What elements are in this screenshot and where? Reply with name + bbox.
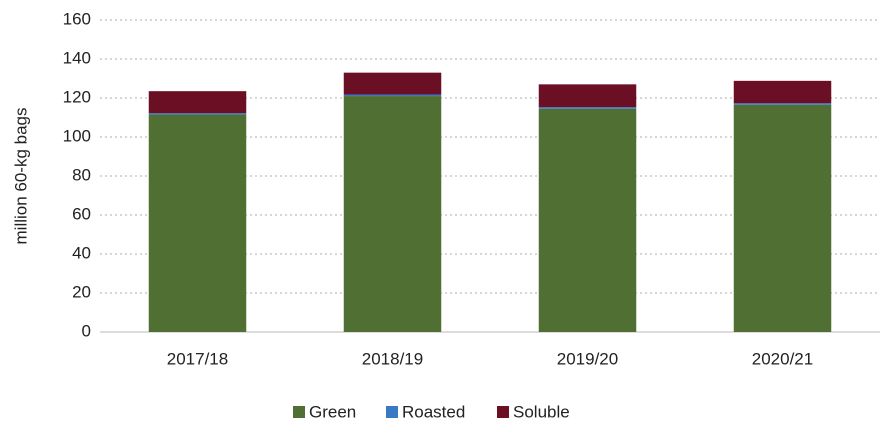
bar-segment — [148, 91, 247, 114]
legend-swatch — [386, 406, 398, 418]
legend-label: Roasted — [402, 402, 465, 421]
bar-segment — [733, 103, 832, 105]
bar-segment — [343, 96, 442, 332]
bar-segment — [538, 108, 637, 332]
y-tick-label: 60 — [72, 204, 91, 223]
bar-segment — [538, 84, 637, 108]
y-tick-label: 140 — [63, 48, 91, 67]
bar-segment — [733, 80, 832, 104]
bar-segment — [538, 107, 637, 109]
x-tick-label: 2018/19 — [362, 349, 423, 368]
x-tick-label: 2019/20 — [557, 349, 618, 368]
bar-segment — [343, 94, 442, 97]
legend-swatch — [293, 406, 305, 418]
bar-segment — [733, 104, 832, 332]
x-tick-label: 2020/21 — [752, 349, 813, 368]
y-tick-label: 120 — [63, 87, 91, 106]
bar-segment — [148, 114, 247, 332]
legend-label: Green — [309, 402, 356, 421]
y-tick-label: 80 — [72, 165, 91, 184]
y-axis-label: million 60-kg bags — [11, 107, 30, 244]
y-tick-label: 160 — [63, 9, 91, 28]
legend-label: Soluble — [513, 402, 570, 421]
x-tick-label: 2017/18 — [167, 349, 228, 368]
legend-swatch — [497, 406, 509, 418]
y-tick-label: 0 — [82, 321, 91, 340]
y-tick-label: 20 — [72, 282, 91, 301]
y-tick-label: 100 — [63, 126, 91, 145]
bar-segment — [343, 72, 442, 95]
y-tick-label: 40 — [72, 243, 91, 262]
bar-segment — [148, 113, 247, 115]
